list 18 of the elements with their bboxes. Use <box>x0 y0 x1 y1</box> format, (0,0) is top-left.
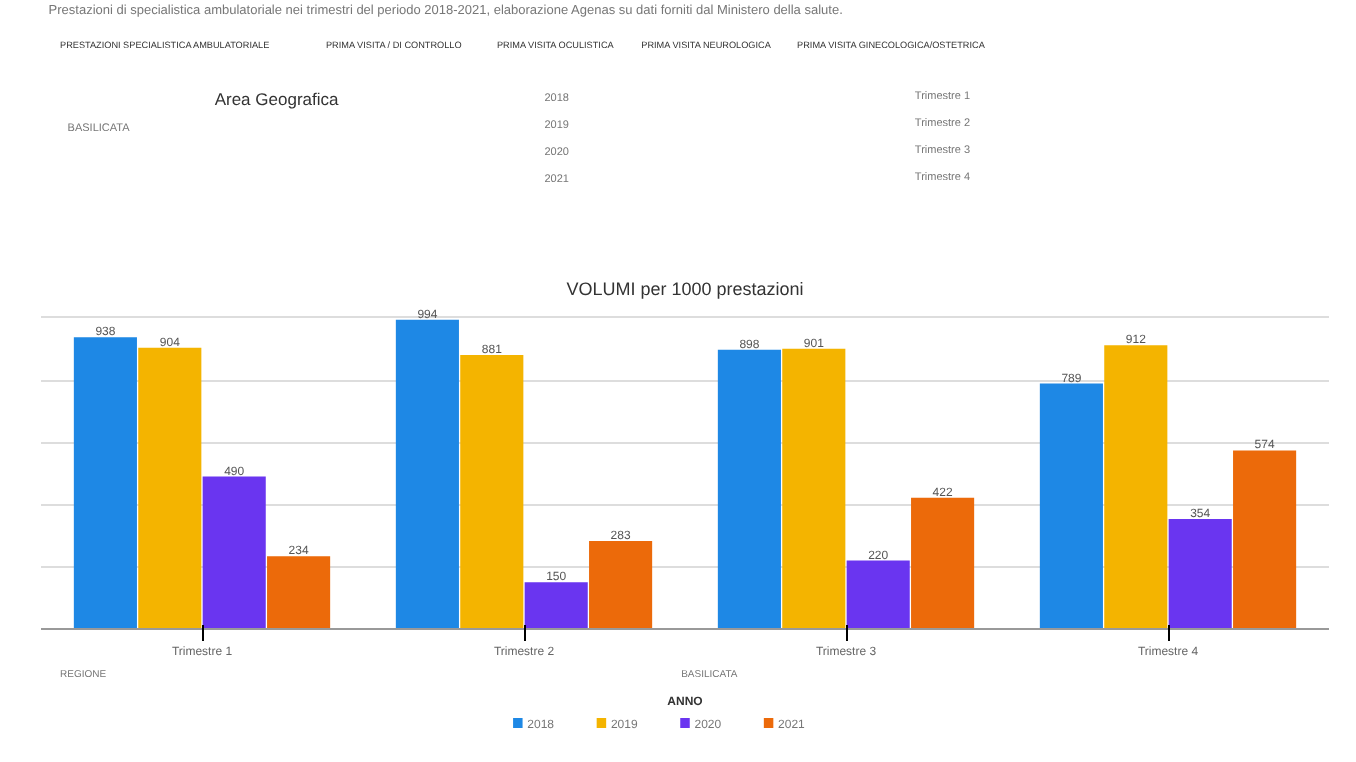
bar <box>202 476 266 629</box>
bar <box>1104 345 1168 629</box>
bar <box>911 497 975 629</box>
bar <box>1168 518 1232 629</box>
bar <box>395 319 459 629</box>
bar <box>782 348 846 629</box>
bar <box>717 349 781 629</box>
chart-title: VOLUMI per 1000 prestazioni <box>566 279 804 299</box>
text: Area Geografica <box>214 89 339 109</box>
bar <box>1039 383 1103 629</box>
bar <box>460 354 524 629</box>
bar <box>73 337 137 629</box>
bar <box>524 582 588 629</box>
bar <box>267 556 331 629</box>
bar <box>846 560 910 629</box>
bar <box>589 540 653 629</box>
bar <box>138 347 202 629</box>
bar <box>1233 450 1297 629</box>
